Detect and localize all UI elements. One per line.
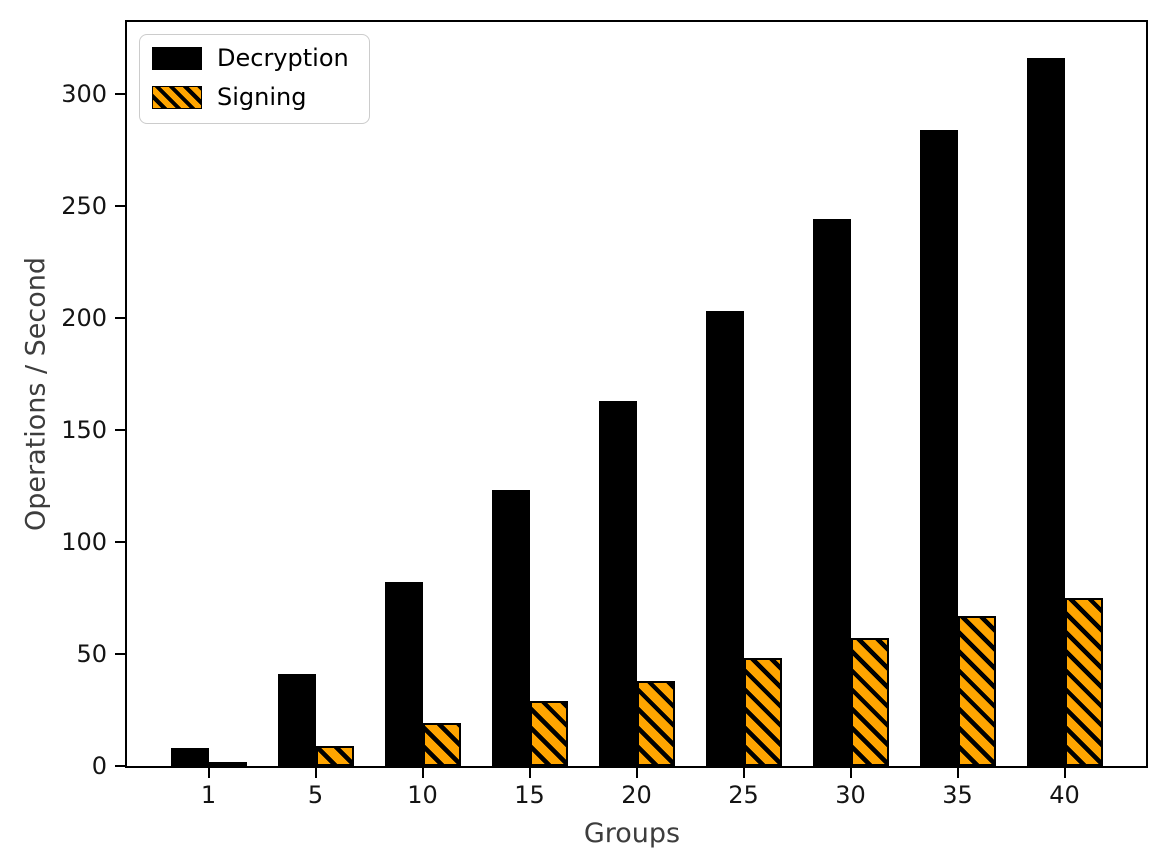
y-tick-mark [115, 428, 127, 431]
bar-signing-40 [1064, 597, 1103, 766]
bar-signing-15 [529, 701, 568, 766]
x-tick-label: 5 [307, 781, 324, 809]
bar-decryption-10 [384, 582, 423, 766]
bar-group-5: 5 [262, 22, 369, 808]
legend-swatch-signing [152, 85, 202, 109]
x-tick-label: 10 [407, 781, 438, 809]
y-tick-label: 200 [61, 303, 107, 332]
x-tick-mark [528, 766, 531, 778]
bar-decryption-1 [170, 748, 209, 766]
y-tick-label: 250 [61, 191, 107, 220]
bar-signing-20 [636, 680, 675, 766]
y-tick-mark [115, 652, 127, 655]
x-axis-label: Groups [583, 818, 681, 849]
x-tick-label: 1 [200, 781, 217, 809]
x-tick-mark [421, 766, 424, 778]
y-tick-mark [115, 204, 127, 207]
y-tick-mark [115, 316, 127, 319]
x-tick-label: 40 [1049, 781, 1080, 809]
y-tick-mark [115, 765, 127, 767]
x-tick-mark [1063, 766, 1066, 778]
bar-decryption-25 [705, 311, 744, 766]
y-tick-label: 50 [76, 639, 107, 668]
bar-group-15: 15 [476, 22, 583, 808]
y-tick-mark [115, 540, 127, 543]
x-tick-label: 25 [728, 781, 759, 809]
bar-group-20: 20 [583, 22, 690, 808]
bar-decryption-40 [1026, 57, 1065, 766]
y-axis-label: Operations / Second [20, 256, 52, 532]
bars-container: 1 5 10 15 20 25 30 35 40 [127, 22, 1146, 808]
x-tick-mark [314, 766, 317, 778]
bar-signing-30 [850, 638, 889, 766]
legend-swatch-decryption [152, 47, 202, 71]
bar-decryption-30 [812, 219, 851, 766]
bar-group-25: 25 [690, 22, 797, 808]
bar-signing-25 [743, 658, 782, 766]
bar-group-1: 1 [155, 22, 262, 808]
y-tick-label: 300 [61, 79, 107, 108]
x-tick-label: 20 [621, 781, 652, 809]
legend: Decryption Signing [139, 34, 370, 125]
legend-item-decryption: Decryption [152, 44, 349, 73]
x-tick-mark [207, 766, 210, 778]
bar-group-35: 35 [904, 22, 1011, 808]
y-tick-label: 0 [91, 752, 107, 780]
plot-area: 0 50 100 150 200 250 300 1 5 10 15 20 25 30 35 40 Decr… [61, 20, 1148, 808]
bar-group-40: 40 [1011, 22, 1118, 808]
legend-item-signing: Signing [152, 82, 349, 112]
y-tick-mark [115, 92, 127, 95]
bar-decryption-5 [277, 674, 316, 766]
bar-group-30: 30 [797, 22, 904, 808]
x-tick-label: 15 [514, 781, 545, 809]
bar-decryption-15 [491, 490, 530, 766]
legend-label-decryption: Decryption [217, 44, 349, 72]
bar-signing-10 [422, 723, 461, 766]
bar-signing-1 [208, 761, 247, 766]
x-tick-label: 30 [835, 781, 866, 809]
y-tick-label: 100 [61, 527, 107, 556]
bar-decryption-20 [598, 400, 637, 766]
bar-signing-5 [315, 745, 354, 766]
y-tick-label: 150 [61, 415, 107, 444]
x-tick-mark [742, 766, 745, 778]
bar-signing-35 [957, 615, 996, 766]
bar-group-10: 10 [369, 22, 476, 808]
x-tick-mark [635, 766, 638, 778]
x-tick-mark [956, 766, 959, 778]
legend-label-signing: Signing [217, 82, 307, 111]
x-tick-mark [849, 766, 852, 778]
bar-decryption-35 [919, 129, 958, 766]
x-tick-label: 35 [942, 781, 973, 809]
